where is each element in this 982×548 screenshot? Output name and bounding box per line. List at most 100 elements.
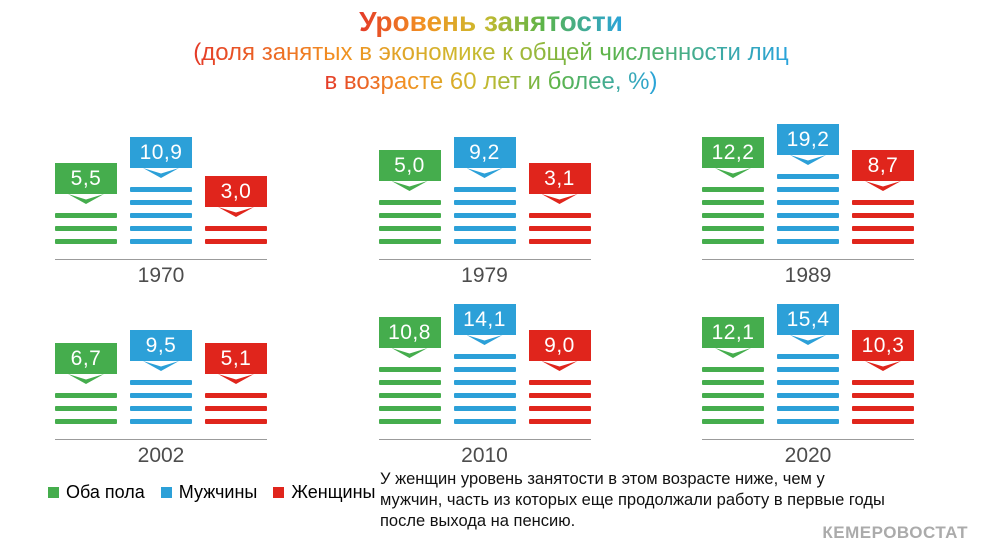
stripe-stack-men-2010 xyxy=(453,354,516,424)
columns-1989: 12,2 19,2 8,7 xyxy=(702,124,914,244)
stripe xyxy=(378,393,441,398)
year-label-2020: 2020 xyxy=(784,444,832,467)
stripe xyxy=(378,367,441,372)
baseline-2002 xyxy=(55,439,267,440)
stripe xyxy=(852,239,914,244)
value-label-women-1970: 3,0 xyxy=(205,176,267,207)
year-group-1989: 12,2 19,2 8,7 1989 xyxy=(702,124,914,288)
value-label-both-sexes-2002: 6,7 xyxy=(55,343,117,374)
stripe xyxy=(702,200,764,205)
bar-both-sexes-1970: 5,5 xyxy=(55,163,117,244)
stripe-stack-both-sexes-2002 xyxy=(55,393,117,424)
value-label-both-sexes-1970: 5,5 xyxy=(55,163,117,194)
bar-men-2020: 15,4 xyxy=(777,304,839,424)
stripe xyxy=(528,406,591,411)
stripe xyxy=(777,239,839,244)
page-title-row: Уровень занятости xyxy=(0,6,982,38)
value-label-women-2010: 9,0 xyxy=(528,330,591,361)
value-label-women-1979: 3,1 xyxy=(528,163,591,194)
year-label-1989: 1989 xyxy=(784,264,832,287)
stripe xyxy=(55,213,117,218)
value-label-tail-women-1979 xyxy=(541,194,578,204)
page-subtitle-line-2: в возрасте 60 лет и более, %) xyxy=(324,68,658,95)
value-label-tail-men-2002 xyxy=(143,361,179,371)
stripe xyxy=(55,239,117,244)
stripe xyxy=(453,354,516,359)
stripe xyxy=(378,200,441,205)
bar-both-sexes-1989: 12,2 xyxy=(702,137,764,244)
stripe xyxy=(130,187,192,192)
stripe xyxy=(378,239,441,244)
stripe-stack-both-sexes-2020 xyxy=(702,367,764,424)
stripe xyxy=(528,380,591,385)
stripe xyxy=(378,419,441,424)
stripe xyxy=(55,419,117,424)
stripe xyxy=(702,419,764,424)
stripe xyxy=(702,239,764,244)
stripe xyxy=(528,226,591,231)
year-group-1970: 5,5 10,9 3,0 1970 xyxy=(55,124,267,288)
stripe xyxy=(453,367,516,372)
value-label-tail-men-1970 xyxy=(143,168,179,178)
stripe xyxy=(528,213,591,218)
value-label-both-sexes-1979: 5,0 xyxy=(378,150,441,181)
value-label-tail-both-sexes-1970 xyxy=(68,194,104,204)
stripe-stack-men-1970 xyxy=(130,187,192,244)
stripe xyxy=(777,380,839,385)
stripe xyxy=(852,406,914,411)
stripe xyxy=(453,200,516,205)
stripe xyxy=(378,226,441,231)
stripe-stack-men-1989 xyxy=(777,174,839,244)
stripe xyxy=(130,393,192,398)
stripe xyxy=(130,419,192,424)
value-label-tail-women-1989 xyxy=(865,181,901,191)
value-label-men-1970: 10,9 xyxy=(130,137,192,168)
page-title: Уровень занятости xyxy=(359,6,623,37)
value-label-tail-women-2010 xyxy=(541,361,578,371)
stripe-stack-women-1979 xyxy=(528,213,591,244)
year-label-2002: 2002 xyxy=(137,444,185,467)
legend-swatch-icon xyxy=(48,487,59,498)
value-label-both-sexes-2020: 12,1 xyxy=(702,317,764,348)
stripe-stack-both-sexes-1989 xyxy=(702,187,764,244)
year-group-2010: 10,8 14,1 9,0 2010 xyxy=(378,304,591,468)
stripe-stack-both-sexes-2010 xyxy=(378,367,441,424)
bar-both-sexes-2010: 10,8 xyxy=(378,317,441,424)
stripe xyxy=(852,380,914,385)
stripe-stack-women-2010 xyxy=(528,380,591,424)
stripe xyxy=(205,406,267,411)
stripe xyxy=(130,406,192,411)
stripe xyxy=(453,419,516,424)
stripe xyxy=(777,367,839,372)
value-label-tail-men-2020 xyxy=(790,335,826,345)
stripe xyxy=(378,213,441,218)
stripe xyxy=(55,226,117,231)
value-label-tail-both-sexes-2002 xyxy=(68,374,104,384)
baseline-2020 xyxy=(702,439,914,440)
value-label-both-sexes-1989: 12,2 xyxy=(702,137,764,168)
bar-men-2002: 9,5 xyxy=(130,330,192,424)
legend-label: Оба пола xyxy=(66,482,145,502)
stripe xyxy=(130,226,192,231)
value-label-men-1989: 19,2 xyxy=(777,124,839,155)
stripe xyxy=(777,200,839,205)
baseline-1970 xyxy=(55,259,267,260)
stripe xyxy=(852,213,914,218)
stripe xyxy=(205,393,267,398)
stripe xyxy=(453,406,516,411)
value-label-women-2002: 5,1 xyxy=(205,343,267,374)
stripe xyxy=(528,239,591,244)
stripe xyxy=(130,380,192,385)
columns-2010: 10,8 14,1 9,0 xyxy=(378,304,591,424)
baseline-1989 xyxy=(702,259,914,260)
legend-item-1: Мужчины xyxy=(160,482,257,503)
bar-both-sexes-2002: 6,7 xyxy=(55,343,117,424)
bar-men-2010: 14,1 xyxy=(453,304,516,424)
columns-2002: 6,7 9,5 5,1 xyxy=(55,304,267,424)
value-label-tail-both-sexes-2010 xyxy=(391,348,428,358)
bar-men-1979: 9,2 xyxy=(453,137,516,244)
note-text: У женщин уровень занятости в этом возрас… xyxy=(380,470,885,530)
page-subtitle-row-1: (доля занятых в экономике к общей числен… xyxy=(0,38,982,67)
value-label-both-sexes-2010: 10,8 xyxy=(378,317,441,348)
